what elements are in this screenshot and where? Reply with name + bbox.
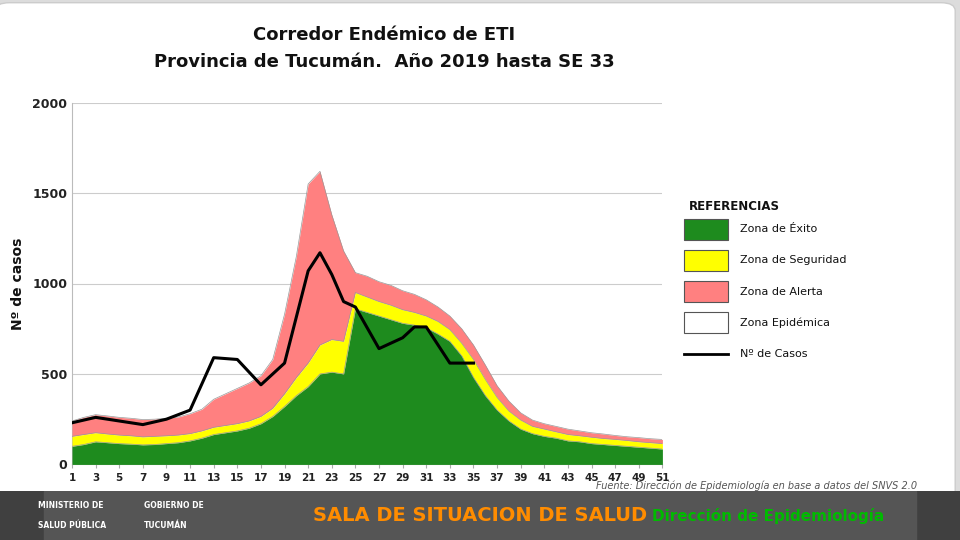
Text: SALUD PÚBLICA: SALUD PÚBLICA bbox=[38, 521, 107, 530]
Text: Provincia de Tucumán.  Año 2019 hasta SE 33: Provincia de Tucumán. Año 2019 hasta SE … bbox=[154, 53, 614, 71]
Text: Corredor Endémico de ETI: Corredor Endémico de ETI bbox=[252, 26, 516, 44]
Text: GOBIERNO DE: GOBIERNO DE bbox=[144, 501, 204, 510]
Text: Zona de Alerta: Zona de Alerta bbox=[740, 287, 824, 296]
Text: MINISTERIO DE: MINISTERIO DE bbox=[38, 501, 104, 510]
Text: SALA DE SITUACION DE SALUD: SALA DE SITUACION DE SALUD bbox=[313, 506, 647, 525]
FancyBboxPatch shape bbox=[684, 281, 729, 302]
Text: Zona de Seguridad: Zona de Seguridad bbox=[740, 255, 847, 266]
Text: Dirección de Epidemiología: Dirección de Epidemiología bbox=[652, 508, 884, 524]
Text: REFERENCIAS: REFERENCIAS bbox=[689, 200, 780, 213]
X-axis label: Semanas Epidemiológicas: Semanas Epidemiológicas bbox=[256, 492, 478, 508]
FancyBboxPatch shape bbox=[684, 312, 729, 333]
Text: TUCUMÁN: TUCUMÁN bbox=[144, 521, 187, 530]
Text: Nº de Casos: Nº de Casos bbox=[740, 349, 808, 359]
FancyBboxPatch shape bbox=[684, 250, 729, 271]
Text: Fuente: Dirección de Epidemiología en base a datos del SNVS 2.0: Fuente: Dirección de Epidemiología en ba… bbox=[595, 481, 917, 491]
Text: Zona de Éxito: Zona de Éxito bbox=[740, 225, 818, 234]
Text: Zona Epidémica: Zona Epidémica bbox=[740, 318, 830, 328]
FancyBboxPatch shape bbox=[684, 219, 729, 240]
Y-axis label: Nº de casos: Nº de casos bbox=[12, 237, 25, 330]
